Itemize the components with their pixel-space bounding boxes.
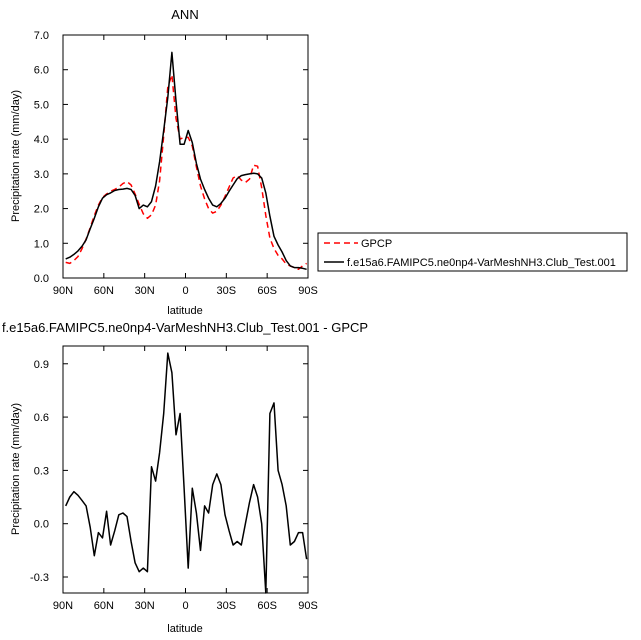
series-line-difference bbox=[65, 352, 308, 594]
y-tick-label: 0.9 bbox=[34, 359, 49, 371]
x-axis-label: latitude bbox=[167, 623, 202, 635]
y-tick-label: 7.0 bbox=[34, 30, 49, 42]
plot-frame bbox=[62, 34, 309, 279]
legend-box bbox=[317, 232, 628, 272]
x-tick-label: 0 bbox=[182, 285, 188, 297]
x-tick-label: 30N bbox=[135, 285, 155, 297]
y-tick-label: 2.0 bbox=[34, 204, 49, 216]
y-tick-label: 0.0 bbox=[34, 273, 49, 285]
y-tick-label: 0.3 bbox=[34, 465, 49, 477]
x-tick-labels: 90N 60N 30N 0 30S 60S 90S bbox=[53, 285, 318, 297]
x-axis-label: latitude bbox=[167, 305, 202, 317]
axis-ticks bbox=[62, 346, 309, 593]
y-tick-label: 6.0 bbox=[34, 65, 49, 77]
x-tick-label: 30S bbox=[217, 285, 237, 297]
x-tick-label: 0 bbox=[182, 600, 188, 612]
x-tick-labels: 90N 60N 30N 0 30S 60S 90S bbox=[53, 600, 318, 612]
y-tick-labels: -0.3 0.0 0.3 0.6 0.9 bbox=[30, 359, 49, 584]
y-tick-label: 0.0 bbox=[34, 519, 49, 531]
legend-entry-model: f.e15a6.FAMIPC5.ne0np4-VarMeshNH3.Club_T… bbox=[347, 257, 616, 269]
y-tick-label: 3.0 bbox=[34, 169, 49, 181]
x-tick-label: 30N bbox=[135, 600, 155, 612]
chart-title: f.e15a6.FAMIPC5.ne0np4-VarMeshNH3.Club_T… bbox=[2, 320, 368, 335]
x-tick-label: 90N bbox=[53, 600, 73, 612]
difference-chart: f.e15a6.FAMIPC5.ne0np4-VarMeshNH3.Club_T… bbox=[2, 320, 368, 635]
plot-frame bbox=[62, 345, 309, 594]
legend-entry-gpcp: GPCP bbox=[361, 238, 392, 250]
y-axis-label: Precipitation rate (mm/day) bbox=[10, 90, 22, 222]
x-tick-label: 60N bbox=[94, 285, 114, 297]
y-tick-label: 4.0 bbox=[34, 134, 49, 146]
x-tick-label: 90S bbox=[298, 285, 318, 297]
series-lines bbox=[65, 51, 307, 271]
legend: GPCP f.e15a6.FAMIPC5.ne0np4-VarMeshNH3.C… bbox=[317, 232, 628, 272]
chart-title: ANN bbox=[171, 7, 198, 22]
x-tick-label: 60S bbox=[257, 285, 277, 297]
x-tick-label: 60S bbox=[257, 600, 277, 612]
y-tick-label: 5.0 bbox=[34, 99, 49, 111]
precip-chart: ANN 0.0 1.0 2.0 3.0 4.0 5.0 6.0 7.0 90N 60N 30N 0 3… bbox=[10, 7, 628, 317]
x-tick-label: 60N bbox=[94, 600, 114, 612]
x-tick-label: 90N bbox=[53, 285, 73, 297]
x-tick-label: 90S bbox=[298, 600, 318, 612]
y-tick-label: 0.6 bbox=[34, 412, 49, 424]
y-tick-label: 1.0 bbox=[34, 238, 49, 250]
y-tick-labels: 0.0 1.0 2.0 3.0 4.0 5.0 6.0 7.0 bbox=[34, 30, 49, 285]
x-tick-label: 30S bbox=[217, 600, 237, 612]
y-axis-label: Precipitation rate (mm/day) bbox=[10, 403, 22, 535]
series-lines bbox=[65, 352, 308, 594]
series-line-f-e15a6-famipc5-ne0np4-varmeshnh3-club-test-001 bbox=[65, 51, 307, 271]
series-line-gpcp bbox=[65, 74, 307, 271]
y-tick-label: -0.3 bbox=[30, 572, 49, 584]
